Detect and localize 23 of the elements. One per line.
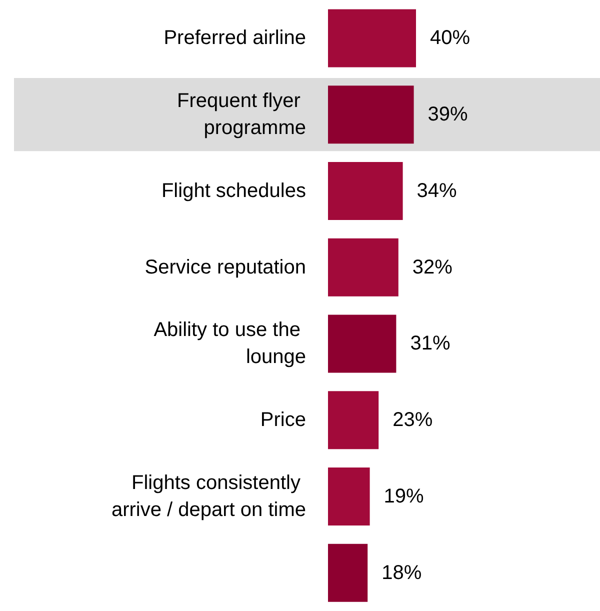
data-label: 19% [384,485,424,508]
bar [328,544,368,602]
data-label: 23% [392,409,433,432]
data-label: 32% [412,256,453,278]
y-tick-label: Frequent flyer programme [177,90,306,140]
bar [328,9,416,68]
bar [328,314,396,373]
data-label: 31% [410,332,450,355]
y-tick-label: Price [260,409,306,432]
data-label: 18% [382,562,422,584]
data-label: 39% [428,104,468,126]
data-label: 34% [416,180,458,202]
bar [328,238,398,296]
y-tick-label: Service reputation [144,256,306,278]
bar [328,467,370,526]
y-tick-label: Preferred airline [164,27,306,50]
bar [328,162,403,220]
bar [328,391,379,450]
y-tick-label: Flights consistently arrive / depart on time [111,472,306,521]
y-tick-label: Ability to use the lounge [154,319,306,368]
bar [328,86,414,144]
data-label: 40% [430,27,470,50]
y-tick-label: Flight schedules [161,180,306,202]
